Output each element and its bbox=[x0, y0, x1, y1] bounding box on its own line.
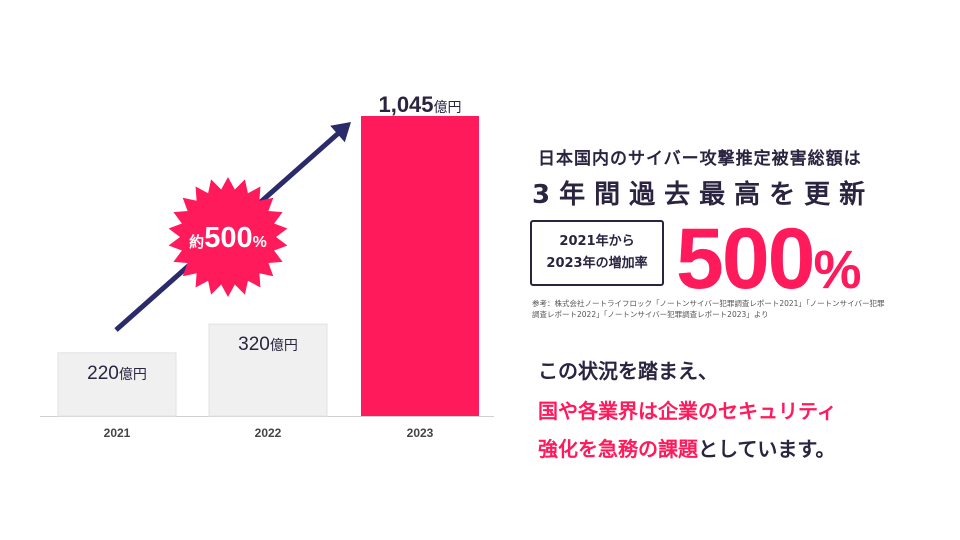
value-label-number: 320 bbox=[238, 334, 270, 355]
bar-2023 bbox=[361, 116, 479, 416]
x-tick-2021: 2021 bbox=[104, 426, 131, 440]
starburst-label: 約500% bbox=[189, 222, 267, 254]
big-value-unit: % bbox=[813, 240, 862, 300]
source-note: 参考：株式会社ノートライフロック「ノートンサイバー犯罪調査レポート2021」「ノ… bbox=[532, 299, 885, 319]
value-label-unit: 億円 bbox=[270, 338, 298, 354]
value-label-number: 220 bbox=[87, 363, 119, 384]
value-label-number: 1,045 bbox=[378, 92, 433, 117]
starburst-badge bbox=[168, 177, 288, 297]
value-label-unit: 億円 bbox=[119, 367, 147, 383]
message-highlight: 強化を急務の課題 bbox=[538, 437, 698, 461]
value-label-2021: 220億円 bbox=[87, 363, 147, 384]
big-value-number: 500 bbox=[676, 211, 815, 307]
message-line-3: 強化を急務の課題としています。 bbox=[538, 433, 938, 462]
period-line-2: 2023年の増加率 bbox=[546, 256, 648, 271]
value-label-unit: 億円 bbox=[434, 100, 462, 116]
value-label-2022: 320億円 bbox=[238, 334, 298, 355]
starburst-prefix: 約 bbox=[189, 233, 204, 251]
subhead: 3年間過去最高を更新 bbox=[532, 180, 875, 210]
period-line-1: 2021年から bbox=[559, 234, 635, 249]
starburst-number: 500 bbox=[204, 222, 252, 254]
message-rest: としています。 bbox=[698, 437, 836, 461]
value-label-2023: 1,045億円 bbox=[378, 92, 461, 117]
bar-2022 bbox=[208, 323, 328, 417]
bar-2021 bbox=[57, 352, 177, 417]
big-value: 500% bbox=[676, 210, 862, 309]
x-tick-2023: 2023 bbox=[407, 426, 434, 440]
message-line-2: 国や各業界は企業のセキュリティ bbox=[538, 399, 837, 423]
starburst-suffix: % bbox=[253, 234, 267, 251]
message-line-1: この状況を踏まえ、 bbox=[538, 359, 718, 383]
headline: 日本国内のサイバー攻撃推定被害総額は bbox=[538, 149, 862, 169]
trend-arrow-head bbox=[330, 122, 351, 143]
period-box: 2021年から 2023年の増加率 bbox=[530, 220, 664, 286]
x-tick-2022: 2022 bbox=[255, 426, 282, 440]
